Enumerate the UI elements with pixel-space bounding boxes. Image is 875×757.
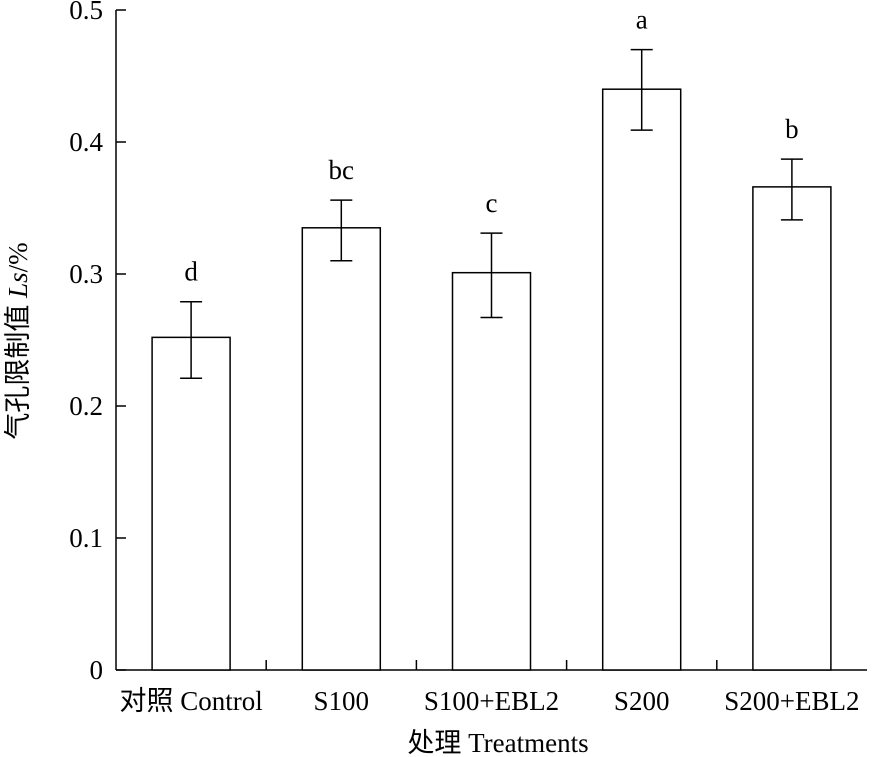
x-tick-labels: 对照 Control S100 S100+EBL2 S200 S200+EBL2 [119,686,859,716]
error-bars [180,48,803,380]
y-axis-title-suffix: /% [3,242,33,272]
x-tick-label: S200 [614,686,670,716]
y-axis-title-variable: Ls [3,272,33,299]
x-tick-label: S200+EBL2 [724,686,859,716]
significance-label: c [486,188,498,218]
bar [752,186,832,671]
y-axis-title: 气孔限制值 Ls/% [3,242,33,439]
y-tick-label: 0 [90,655,104,685]
y-axis-title-prefix: 气孔限制值 [3,298,33,440]
significance-label: d [184,257,198,287]
x-tick-label: 对照 Control [119,686,262,716]
x-tick-label: S100 [314,686,370,716]
x-tick-label: S100+EBL2 [424,686,559,716]
bars [151,88,832,671]
bar [601,88,682,671]
bar [451,271,532,671]
y-tick-label: 0.1 [69,523,103,553]
y-tick-label: 0.5 [69,0,103,25]
y-tick-label: 0.4 [69,127,103,157]
significance-label: a [636,5,648,35]
y-tick-label: 0.2 [69,391,103,421]
significance-labels: d bc c a b [184,5,798,287]
y-tick-label: 0.3 [69,259,103,289]
y-tick-labels: 0 0.1 0.2 0.3 0.4 0.5 [69,0,103,685]
significance-label: bc [329,155,355,185]
x-axis-title: 处理 Treatments [407,728,588,757]
bar [301,227,382,671]
bar [151,336,231,671]
significance-label: b [785,114,799,144]
